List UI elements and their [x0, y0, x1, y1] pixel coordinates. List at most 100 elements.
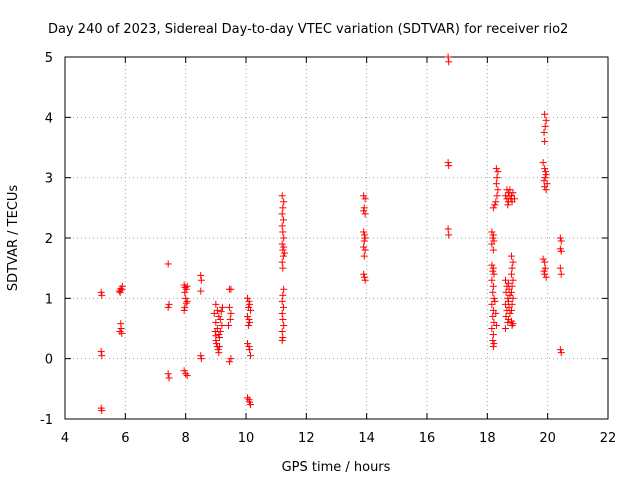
data-point [489, 282, 497, 290]
data-point [507, 252, 515, 260]
data-point [212, 332, 220, 340]
data-point [215, 343, 223, 351]
x-tick-label: 10 [238, 431, 255, 446]
data-point [279, 315, 287, 323]
data-point [539, 159, 547, 167]
data-point [245, 297, 253, 305]
data-point [279, 228, 287, 236]
data-point [197, 355, 205, 363]
data-point [360, 192, 368, 200]
chart-title: Day 240 of 2023, Sidereal Day-to-day VTE… [48, 22, 568, 37]
data-point [501, 276, 509, 284]
data-point [245, 315, 253, 323]
data-point [280, 321, 288, 329]
data-point [215, 331, 223, 339]
data-point [508, 282, 516, 290]
data-point [493, 192, 501, 200]
data-point [117, 325, 125, 332]
x-tick-label: 6 [121, 431, 129, 446]
x-tick-label: 18 [479, 431, 496, 446]
data-point [492, 321, 500, 329]
data-point [543, 180, 551, 188]
data-point [444, 225, 452, 233]
data-point [491, 297, 499, 305]
data-point [244, 394, 252, 402]
data-point [212, 318, 220, 326]
data-point [213, 306, 221, 314]
data-point [488, 228, 496, 236]
data-point [360, 207, 368, 215]
data-point [182, 294, 190, 302]
y-tick-label: 5 [45, 51, 53, 66]
data-point [183, 372, 191, 380]
data-point [218, 303, 226, 311]
data-point [509, 189, 517, 197]
data-point [246, 318, 254, 326]
data-point [508, 321, 516, 329]
x-tick-label: 16 [419, 431, 436, 446]
data-point [490, 294, 498, 302]
data-point [278, 337, 286, 345]
data-point [164, 303, 172, 311]
data-point [183, 282, 191, 290]
data-point [212, 340, 220, 348]
data-point [278, 328, 286, 336]
data-point [557, 237, 565, 245]
data-point [98, 352, 106, 360]
data-point [226, 315, 234, 323]
data-point [116, 328, 124, 336]
data-point [225, 303, 233, 311]
data-point [361, 231, 369, 239]
data-point [445, 162, 453, 170]
data-point [215, 334, 223, 342]
data-point [490, 270, 498, 278]
x-tick-label: 12 [298, 431, 315, 446]
data-point [278, 240, 286, 248]
data-point [557, 247, 565, 255]
y-tick-label: 0 [45, 353, 53, 368]
data-point [492, 309, 500, 317]
data-point [278, 297, 286, 305]
data-point [98, 291, 106, 299]
data-point [97, 347, 105, 355]
data-point [165, 374, 173, 382]
data-point [509, 258, 517, 266]
plot-frame [64, 56, 609, 420]
data-point [181, 288, 189, 296]
data-point [489, 312, 497, 320]
data-point [489, 337, 497, 345]
data-point [556, 346, 564, 354]
data-point [509, 294, 517, 302]
data-point [556, 234, 564, 242]
data-point [279, 291, 287, 299]
y-tick-label: 1 [45, 292, 53, 307]
data-point [278, 222, 286, 230]
data-point [508, 264, 516, 272]
data-point [118, 329, 126, 337]
data-point [227, 309, 235, 317]
data-point [489, 231, 497, 239]
data-point [444, 159, 452, 167]
data-point [494, 168, 502, 176]
data-point [361, 276, 369, 284]
data-point [212, 300, 220, 308]
data-point [493, 174, 501, 182]
data-point [182, 370, 190, 378]
data-point [360, 252, 368, 260]
data-point [541, 270, 549, 278]
y-tick-label: -1 [40, 413, 53, 428]
data-point [247, 352, 255, 360]
data-point [489, 264, 497, 272]
data-point [504, 297, 512, 305]
data-point [504, 201, 512, 209]
data-point [541, 165, 549, 173]
data-point [557, 270, 565, 278]
data-point [361, 234, 369, 242]
data-point [216, 315, 224, 323]
data-point [488, 240, 496, 248]
data-point [445, 231, 453, 239]
data-point [501, 300, 509, 308]
y-axis-label: SDTVAR / TECUs [6, 185, 21, 292]
data-point [279, 334, 287, 342]
